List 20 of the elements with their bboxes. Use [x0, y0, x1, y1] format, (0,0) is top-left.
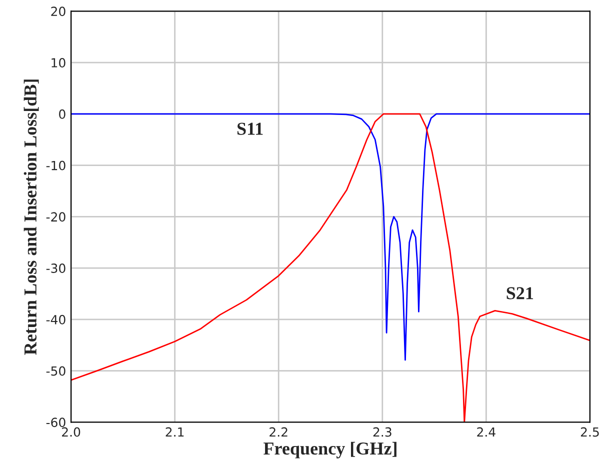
- x-tick-label: 2.3: [373, 427, 392, 437]
- x-tick-label: 2.4: [477, 427, 496, 437]
- y-tick-label: 10: [52, 58, 66, 68]
- y-tick-label: -40: [46, 314, 66, 324]
- y-tick-label: -20: [46, 212, 66, 222]
- y-tick-label: -50: [46, 366, 66, 376]
- x-tick-label: 2.0: [62, 427, 80, 437]
- y-tick-label: -60: [46, 418, 66, 428]
- line-series: [71, 113, 590, 361]
- x-tick-label: 2.2: [270, 427, 288, 437]
- x-tick-label: 2.5: [580, 427, 599, 437]
- series-label: S21: [506, 287, 534, 300]
- y-tick-label: 20: [51, 6, 66, 16]
- y-tick-label: -30: [46, 264, 66, 273]
- x-tick-label: 2.1: [166, 427, 184, 437]
- y-axis-title: Return Loss and Insertion Loss[dB]: [24, 80, 39, 355]
- x-axis-title: Frequency [GHz]: [264, 442, 396, 458]
- series-label: S11: [237, 122, 263, 135]
- y-tick-label: -10: [46, 160, 66, 170]
- y-tick-label: 0: [59, 109, 66, 119]
